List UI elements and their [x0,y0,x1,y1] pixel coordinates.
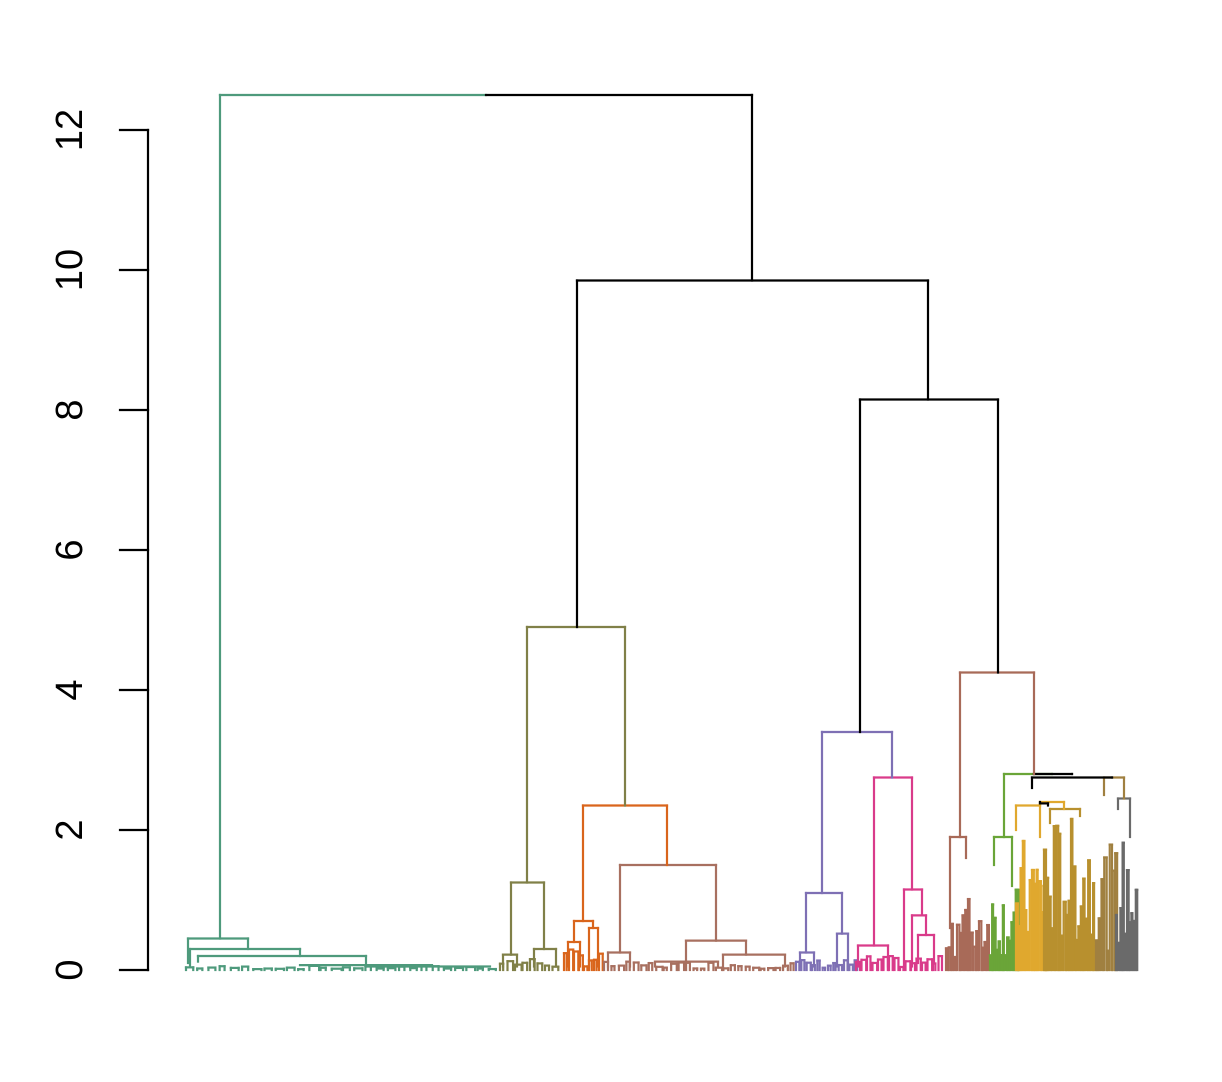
y-axis: 0 2 4 6 8 10 12 [49,109,150,981]
y-tick-label: 10 [49,249,91,291]
y-tick-label: 8 [49,399,91,420]
dendrogram-tree [184,93,1139,972]
y-tick-label: 0 [49,959,91,980]
y-tick-label: 2 [49,819,91,840]
y-tick-label: 12 [49,109,91,151]
y-tick-label: 6 [49,539,91,560]
y-tick-label: 4 [49,679,91,700]
